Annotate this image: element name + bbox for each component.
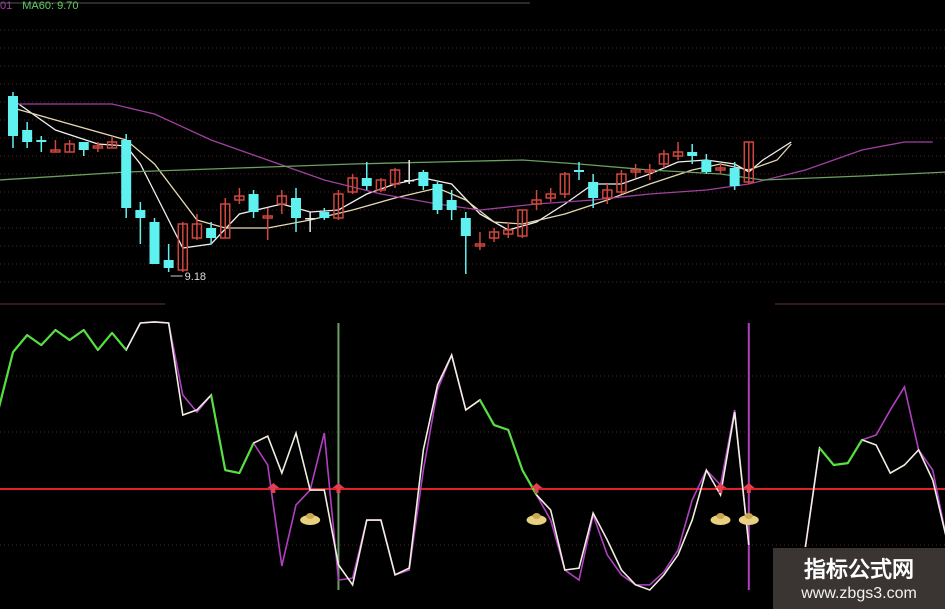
candle-body-up <box>559 173 571 195</box>
coin-signal-icon <box>526 515 547 525</box>
candle-body-down <box>78 142 89 150</box>
coin-signal-top <box>744 513 753 519</box>
watermark: 指标公式网 www.zbgs3.com <box>773 548 945 609</box>
candle-body-up <box>672 151 684 157</box>
main-line-trend-segment <box>12 334 28 353</box>
main-line-trend-segment <box>26 334 42 347</box>
candle-body-up <box>191 223 203 239</box>
watermark-title: 指标公式网 <box>803 558 914 583</box>
coin-signal-top <box>716 513 725 519</box>
ma30-line <box>13 103 933 211</box>
candle-body-down <box>22 130 33 142</box>
buy-arrow-icon <box>530 483 543 494</box>
main-line-trend-segment <box>846 439 863 464</box>
candle-body-up <box>50 149 61 153</box>
candle-body-down <box>319 212 330 218</box>
main-line-trend-segment <box>225 469 240 475</box>
header-prefix: 01 <box>0 0 13 12</box>
main-line-trend-segment <box>833 462 848 467</box>
candle-body-down <box>701 160 712 172</box>
main-line-trend-segment <box>478 399 496 426</box>
candle-body-down <box>135 210 146 218</box>
main-line-trend-segment <box>111 332 128 351</box>
main-line-trend-segment <box>210 394 227 471</box>
candle-body-down <box>121 140 132 208</box>
coin-signal-top <box>532 513 541 519</box>
main-line-trend-segment <box>0 351 15 408</box>
candle-body-down <box>418 172 429 186</box>
watermark-url: www.zbgs3.com <box>801 585 917 602</box>
main-line-trend-segment <box>521 469 538 496</box>
candle-body-down <box>574 170 584 172</box>
candle-body-up <box>616 173 627 193</box>
candle-body-up <box>503 229 514 235</box>
ma60-line <box>0 159 945 181</box>
main-line-trend-segment <box>97 332 113 351</box>
main-line-trend-segment <box>818 447 835 466</box>
main-line <box>0 321 750 591</box>
main-line-trend-segment <box>507 429 524 471</box>
candle-body-doji <box>305 218 316 220</box>
low-price-label: 9.18 <box>185 271 206 283</box>
signal-line <box>804 384 945 548</box>
candle-body-up <box>220 203 231 239</box>
main-line-trend-segment <box>82 329 99 351</box>
candle-body-down <box>8 96 18 136</box>
candle-body-up <box>658 153 670 165</box>
candle-body-up <box>517 209 528 237</box>
main-line-trend-segment <box>40 329 57 346</box>
candle-body-down <box>206 228 217 238</box>
candle-body-down <box>361 178 372 186</box>
buy-arrow-icon <box>714 483 727 494</box>
buy-arrow-icon <box>742 483 755 494</box>
buy-arrow-icon <box>332 483 345 494</box>
candle-body-down <box>291 198 301 218</box>
buy-arrow-icon <box>267 483 280 494</box>
candle-body-up <box>347 177 358 193</box>
main-line-trend-segment <box>238 442 255 474</box>
candle-body-up <box>276 195 288 205</box>
ma60-readout: MA60: 9.70 <box>22 0 79 12</box>
candle-body-up <box>64 143 75 153</box>
candle-body-doji <box>404 180 415 182</box>
candle-body-up <box>106 141 118 149</box>
candle-body-up <box>92 145 104 149</box>
candle-body-up <box>333 193 344 219</box>
candle-body-up <box>474 243 486 247</box>
coin-signal-top <box>306 513 315 519</box>
candle-body-up <box>262 215 273 219</box>
main-line-trend-segment <box>68 329 85 341</box>
candle-body-up <box>715 167 726 171</box>
candle-body-up <box>630 169 641 173</box>
candle-body-down <box>687 152 698 156</box>
coin-signal-icon <box>300 515 321 525</box>
candle-body-down <box>446 200 457 210</box>
indicator-header: 01 MA60: 9.70 <box>0 0 89 12</box>
candle-body-up <box>531 199 542 205</box>
candle-body-down <box>248 194 259 212</box>
candle-body-down <box>149 222 160 264</box>
candle-body-down <box>163 260 174 268</box>
candle-body-up <box>743 141 755 183</box>
candle-body-up <box>177 223 189 271</box>
candle-body-down <box>588 182 599 198</box>
candle-body-up <box>234 195 245 201</box>
candle-body-up <box>389 169 401 185</box>
candle-body-up <box>375 179 387 191</box>
candle-body-up <box>545 193 556 199</box>
coin-signal-icon <box>738 515 759 525</box>
candle-body-up <box>602 189 613 199</box>
candle-body-down <box>36 140 47 142</box>
main-line-trend-segment <box>54 329 71 341</box>
candle-body-down <box>460 218 471 236</box>
candle-body-down <box>432 184 443 210</box>
candle-body-up <box>488 231 500 239</box>
coin-signal-icon <box>710 515 731 525</box>
main-line-trend-segment <box>493 423 509 431</box>
candle-body-up <box>644 169 655 173</box>
candle-body-down <box>729 168 740 186</box>
